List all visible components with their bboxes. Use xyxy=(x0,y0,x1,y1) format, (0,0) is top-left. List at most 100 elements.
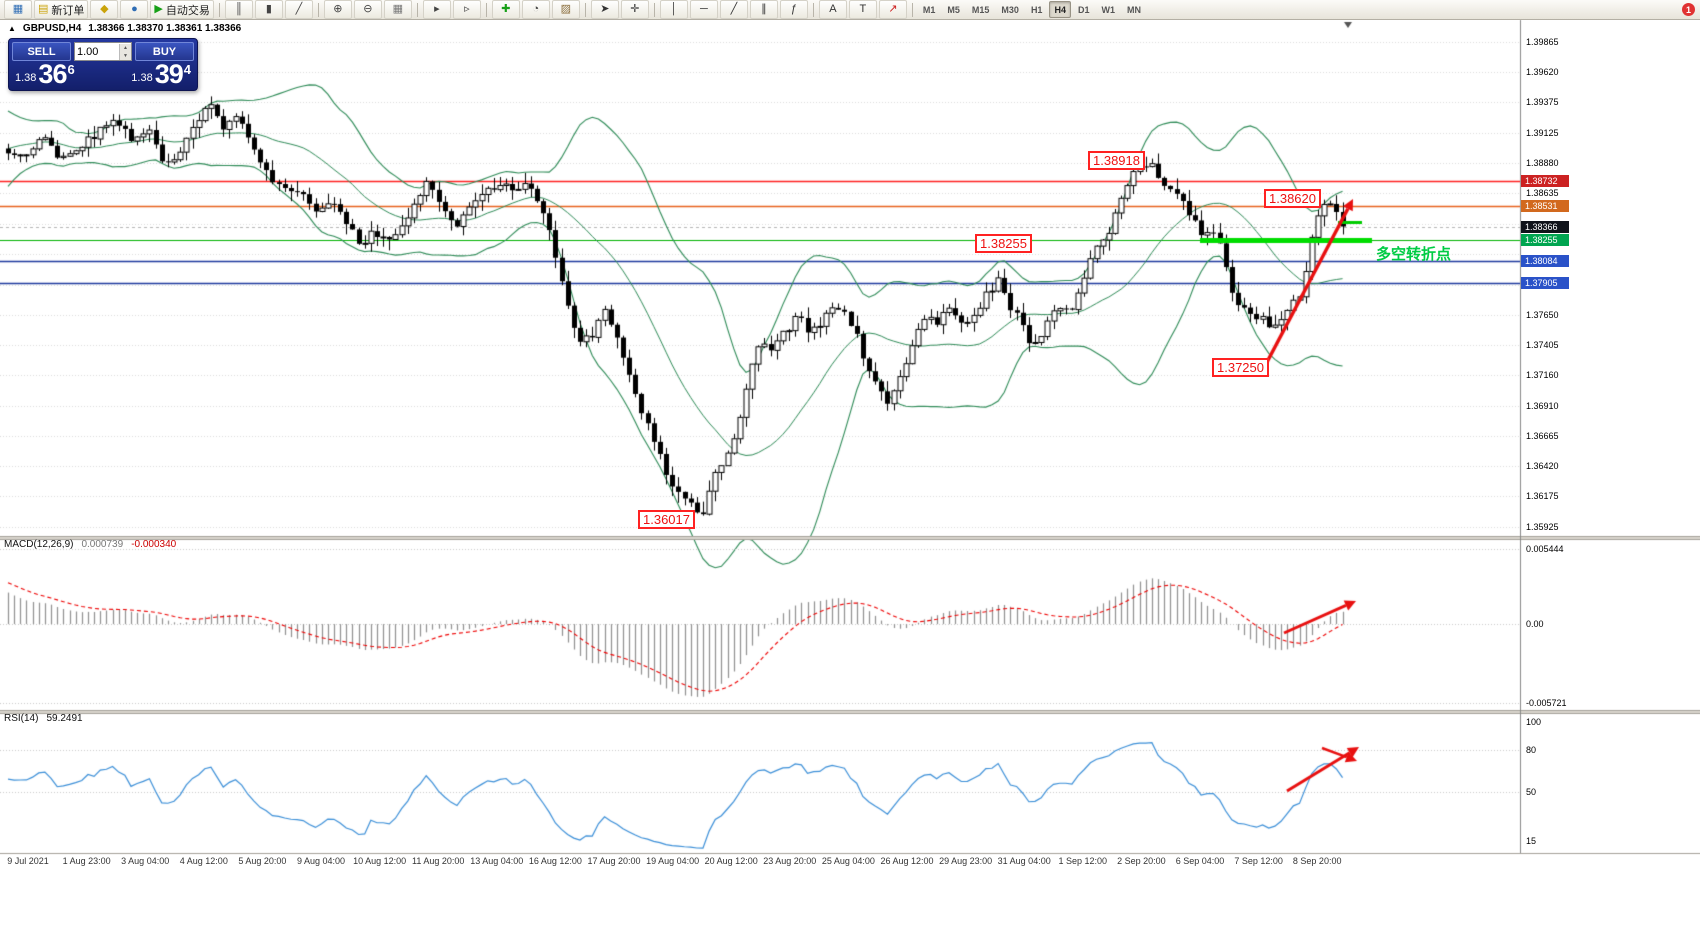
price-axis-label[interactable]: 1.35925 xyxy=(1526,522,1559,532)
rsi-axis-label[interactable]: 100 xyxy=(1526,717,1542,727)
bull-bear-turning-point-note[interactable]: 多空转折点 xyxy=(1376,246,1452,263)
time-axis-label[interactable]: 1 Aug 23:00 xyxy=(62,856,111,866)
price-axis-label[interactable]: 1.39620 xyxy=(1526,67,1559,78)
cursor-button[interactable]: ➤ xyxy=(590,0,619,19)
line-chart-button[interactable]: ╱ xyxy=(284,0,313,19)
price-callout[interactable]: 1.38620 xyxy=(1264,189,1321,208)
candlestick-chart-button[interactable]: ▮ xyxy=(254,0,283,19)
time-axis-label[interactable]: 3 Aug 04:00 xyxy=(121,856,170,866)
time-axis-label[interactable]: 6 Sep 04:00 xyxy=(1175,856,1225,866)
time-axis-label[interactable]: 8 Sep 20:00 xyxy=(1292,856,1342,866)
time-axis-label[interactable]: 19 Aug 04:00 xyxy=(646,856,700,866)
price-axis-label[interactable]: 1.36665 xyxy=(1526,430,1559,441)
volume-increase-button[interactable]: ▲ xyxy=(120,43,131,52)
profiles-button[interactable]: ◆ xyxy=(90,0,119,19)
timeframe-h1-button[interactable]: H1 xyxy=(1030,4,1043,15)
fibonacci-button[interactable]: ƒ xyxy=(779,0,808,19)
time-axis-label[interactable]: 7 Sep 12:00 xyxy=(1234,856,1283,866)
toolbar-separator xyxy=(911,2,913,17)
timeframe-d1-button[interactable]: D1 xyxy=(1077,4,1090,15)
price-axis-label[interactable]: 1.38880 xyxy=(1526,158,1559,169)
horizontal-line-button[interactable]: ─ xyxy=(689,0,718,19)
time-axis-label[interactable]: 5 Aug 20:00 xyxy=(238,856,287,866)
time-axis-label[interactable]: 20 Aug 12:00 xyxy=(704,856,758,866)
channel-button[interactable]: ∥ xyxy=(749,0,778,19)
macd-axis-label[interactable]: 0.005444 xyxy=(1526,543,1564,554)
timeframe-mn-button[interactable]: MN xyxy=(1126,4,1141,15)
zoom-in-button[interactable]: ⊕ xyxy=(323,0,352,19)
timeframe-m15-button[interactable]: M15 xyxy=(971,4,990,15)
time-axis-label[interactable]: 29 Aug 23:00 xyxy=(939,856,993,866)
macd-axis-label[interactable]: 0.00 xyxy=(1526,619,1544,630)
price-axis-label[interactable]: 1.37405 xyxy=(1526,339,1559,350)
price-axis-label[interactable]: 1.37160 xyxy=(1526,369,1559,380)
price-callout[interactable]: 1.37250 xyxy=(1212,358,1269,377)
time-axis-label[interactable]: 4 Aug 12:00 xyxy=(179,856,228,866)
time-axis-label[interactable]: 26 Aug 12:00 xyxy=(880,856,934,866)
indicators-button[interactable]: ✚ xyxy=(491,0,520,19)
time-axis-label[interactable]: 1 Sep 12:00 xyxy=(1058,856,1108,866)
price-callout[interactable]: 1.38918 xyxy=(1088,151,1145,170)
time-axis-label[interactable]: 31 Aug 04:00 xyxy=(997,856,1051,866)
macd-axis-label[interactable]: -0.005721 xyxy=(1526,698,1567,709)
timeframe-m30-button[interactable]: M30 xyxy=(1001,4,1019,15)
time-axis-label[interactable]: 25 Aug 04:00 xyxy=(821,856,875,866)
price-axis-label[interactable]: 1.36420 xyxy=(1526,461,1559,472)
timeframe-m5-button[interactable]: M5 xyxy=(947,4,960,15)
price-axis-label[interactable]: 1.39125 xyxy=(1526,128,1559,139)
timeframe-w1-button[interactable]: W1 xyxy=(1101,4,1115,15)
bar-chart-button[interactable]: ║ xyxy=(224,0,253,19)
vertical-line-button[interactable]: │ xyxy=(659,0,688,19)
price-axis-label[interactable]: 1.37650 xyxy=(1526,309,1559,320)
volume-spinner: ▲ ▼ xyxy=(119,43,131,60)
volume-decrease-button[interactable]: ▼ xyxy=(120,51,131,60)
price-axis-label[interactable]: 1.39865 xyxy=(1526,37,1559,47)
new-order-button[interactable]: ▤ 新订单 xyxy=(34,0,89,19)
time-axis-label[interactable]: 17 Aug 20:00 xyxy=(587,856,641,866)
notifications-badge[interactable]: 1 xyxy=(1682,3,1695,16)
zoom-out-button[interactable]: ⊖ xyxy=(353,0,382,19)
new-order-icon: ▤ xyxy=(38,3,49,15)
sell-button[interactable]: SELL xyxy=(12,42,71,61)
buy-button[interactable]: BUY xyxy=(135,42,194,61)
time-axis-label[interactable]: 11 Aug 20:00 xyxy=(411,856,465,866)
auto-scroll-button[interactable]: ▸ xyxy=(422,0,451,19)
time-axis-label[interactable]: 23 Aug 20:00 xyxy=(763,856,817,866)
text-label-button[interactable]: T xyxy=(848,0,877,19)
time-axis-label[interactable]: 9 Aug 04:00 xyxy=(296,856,346,866)
price-axis-label[interactable]: 1.38635 xyxy=(1526,188,1559,199)
price-axis-label[interactable]: 1.36910 xyxy=(1526,400,1559,411)
sell-price[interactable]: 1.38 36 6 xyxy=(15,61,75,88)
rsi-axis-label[interactable]: 50 xyxy=(1526,787,1537,797)
timeframe-h4-button[interactable]: H4 xyxy=(1049,1,1071,18)
autotrade-button[interactable]: ▶ 自动交易 xyxy=(150,0,214,19)
one-click-trading-panel: SELL ▲ ▼ BUY 1.38 36 6 1.38 39 4 xyxy=(8,38,198,91)
tile-windows-button[interactable]: ▦ xyxy=(383,0,412,19)
new-chart-button[interactable]: ▦ xyxy=(4,0,32,19)
time-axis-label[interactable]: 16 Aug 12:00 xyxy=(528,856,582,866)
text-button[interactable]: A xyxy=(818,0,847,19)
rsi-axis-label[interactable]: 80 xyxy=(1526,745,1537,755)
market-watch-button[interactable]: ● xyxy=(120,0,149,19)
price-callout[interactable]: 1.36017 xyxy=(638,510,695,529)
timeframe-m1-button[interactable]: M1 xyxy=(922,4,936,15)
time-axis-label[interactable]: 9 Jul 2021 xyxy=(7,856,49,866)
time-axis-label[interactable]: 10 Aug 12:00 xyxy=(353,856,407,866)
arrows-button[interactable]: ↗ xyxy=(878,0,907,19)
trendline-button[interactable]: ╱ xyxy=(719,0,748,19)
price-axis-label[interactable]: 1.36175 xyxy=(1526,491,1559,502)
toolbar-separator xyxy=(653,2,655,17)
price-callout[interactable]: 1.38255 xyxy=(975,234,1032,253)
volume-input[interactable] xyxy=(75,45,119,58)
buy-price[interactable]: 1.38 39 4 xyxy=(131,61,191,88)
time-axis-label[interactable]: 13 Aug 04:00 xyxy=(470,856,524,866)
templates-button[interactable]: ▨ xyxy=(551,0,580,19)
crosshair-button[interactable]: ✛ xyxy=(620,0,649,19)
rsi-axis-label[interactable]: 15 xyxy=(1526,836,1537,846)
periods-button[interactable]: ◔ xyxy=(521,0,550,19)
price-axis-label[interactable]: 1.39375 xyxy=(1526,97,1559,108)
crosshair-icon: ✛ xyxy=(630,3,640,15)
chart-shift-button[interactable]: ▹ xyxy=(452,0,481,19)
time-axis-label[interactable]: 2 Sep 20:00 xyxy=(1117,856,1166,866)
